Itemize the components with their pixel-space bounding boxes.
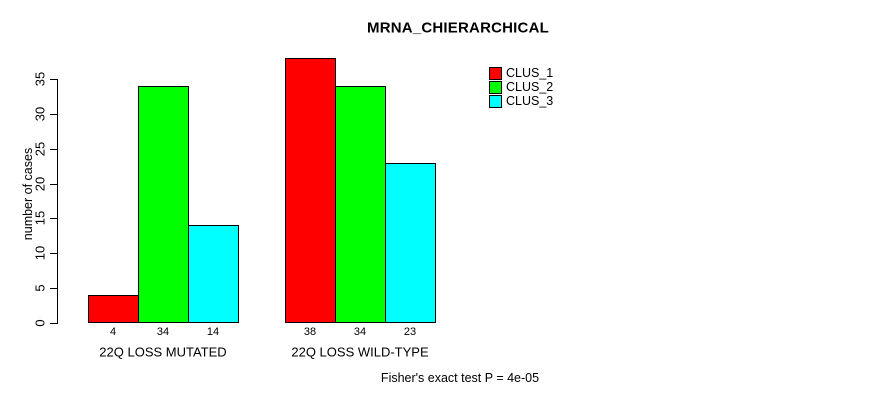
- legend-label-clus_2: CLUS_2: [506, 80, 554, 95]
- legend-swatch-clus_3: [489, 94, 502, 108]
- bar-value-label: 4: [109, 326, 117, 338]
- y-axis-line: [57, 79, 58, 324]
- bar-clus_1-group2: [285, 58, 336, 323]
- y-tick-mark: [50, 253, 57, 255]
- bar-clus_2-group2: [335, 85, 386, 323]
- bar-value-label: 34: [156, 326, 170, 338]
- y-tick-mark: [50, 288, 57, 290]
- y-tick-mark: [50, 218, 57, 220]
- y-tick-mark: [50, 79, 57, 80]
- y-tick-mark: [50, 113, 57, 115]
- y-tick-label: 20: [32, 176, 48, 191]
- y-tick-mark: [50, 148, 57, 150]
- bar-clus_2-group1: [138, 85, 189, 323]
- y-tick-label: 10: [32, 246, 48, 261]
- category-label: 22Q LOSS MUTATED: [99, 344, 227, 360]
- footnote-annotation: Fisher's exact test P = 4e-05: [380, 371, 540, 385]
- bar-clus_1-group1: [88, 295, 139, 323]
- category-label: 22Q LOSS WILD-TYPE: [291, 344, 429, 360]
- y-tick-label: 30: [32, 106, 48, 122]
- bar-value-label: 34: [353, 326, 367, 338]
- bar-value-label: 23: [403, 326, 417, 338]
- chart-title: MRNA_CHIERARCHICAL: [367, 19, 549, 37]
- legend-label-clus_3: CLUS_3: [506, 94, 554, 109]
- y-tick-mark: [50, 323, 57, 324]
- bar-value-label: 38: [303, 326, 317, 338]
- legend-swatch-clus_2: [489, 80, 502, 94]
- y-tick-label: 25: [32, 141, 48, 156]
- bar-clus_3-group1: [188, 225, 239, 323]
- y-axis-label: number of cases: [21, 147, 35, 241]
- y-tick-label: 0: [32, 319, 48, 327]
- bar-value-label: 14: [206, 326, 220, 338]
- y-tick-label: 5: [32, 284, 48, 292]
- bar-clus_3-group2: [385, 162, 436, 323]
- y-tick-mark: [50, 183, 57, 185]
- y-tick-label: 15: [32, 211, 48, 226]
- legend-swatch-clus_1: [489, 66, 502, 80]
- y-tick-label: 35: [32, 71, 48, 87]
- legend-label-clus_1: CLUS_1: [506, 66, 554, 80]
